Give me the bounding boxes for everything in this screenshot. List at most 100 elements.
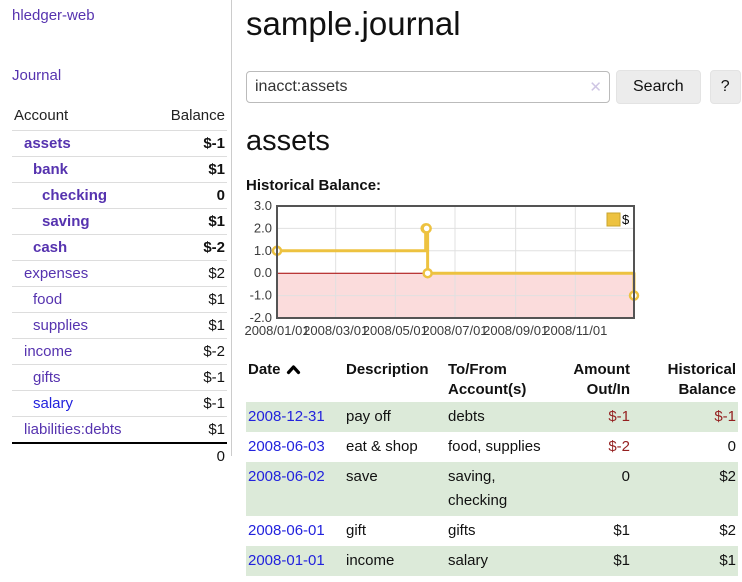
account-row: gifts $-1 bbox=[12, 364, 227, 391]
account-balance: $1 bbox=[208, 213, 225, 230]
transaction-description: pay off bbox=[346, 408, 391, 425]
account-row: assets $-1 bbox=[12, 130, 227, 157]
account-balance: $1 bbox=[208, 291, 225, 308]
search-form: ✕ Search ? bbox=[246, 70, 742, 104]
svg-text:2008/01/01: 2008/01/01 bbox=[244, 323, 309, 338]
svg-text:-1.0: -1.0 bbox=[250, 288, 272, 303]
sidebar-item-journal[interactable]: Journal bbox=[12, 67, 62, 84]
register-table-body: 2008-12-31 pay off debts $-1 $-1 2008-06-03 ea… bbox=[246, 402, 738, 576]
sort-ascending-icon bbox=[286, 365, 300, 375]
transaction-row: 2008-06-01 gift gifts $1 $2 bbox=[246, 516, 738, 546]
account-link[interactable]: liabilities:debts bbox=[24, 421, 122, 438]
account-link[interactable]: food bbox=[33, 291, 63, 308]
account-row: expenses $2 bbox=[12, 260, 227, 287]
transaction-amount: $1 bbox=[613, 522, 630, 539]
account-link[interactable]: income bbox=[24, 343, 73, 360]
account-link[interactable]: bank bbox=[33, 161, 69, 178]
transaction-row: 2008-01-01 income salary $1 $1 bbox=[246, 546, 738, 576]
transaction-description: eat & shop bbox=[346, 438, 418, 455]
accounts-total-row: 0 bbox=[12, 443, 227, 469]
transaction-accounts: debts bbox=[448, 408, 485, 425]
transaction-accounts: gifts bbox=[448, 522, 476, 539]
account-balance: $-1 bbox=[203, 369, 225, 386]
accounts-table: Account Balance assets $-1 bank $1 checking 0… bbox=[12, 105, 227, 469]
account-link[interactable]: assets bbox=[24, 135, 71, 152]
account-row: checking 0 bbox=[12, 182, 227, 209]
account-row: liabilities:debts $1 bbox=[12, 416, 227, 444]
svg-text:-2.0: -2.0 bbox=[250, 310, 272, 325]
transaction-accounts: salary bbox=[448, 552, 489, 569]
transaction-amount: $-1 bbox=[608, 408, 630, 425]
account-balance: $2 bbox=[208, 265, 225, 282]
account-balance: $1 bbox=[208, 421, 225, 438]
main-content: sample.journal ✕ Search ? assets Histori… bbox=[244, 0, 742, 576]
transaction-date-link[interactable]: 2008-06-02 bbox=[248, 468, 325, 485]
transaction-description: save bbox=[346, 468, 378, 485]
transaction-description: income bbox=[346, 552, 395, 569]
app-title-link[interactable]: hledger-web bbox=[12, 7, 95, 24]
account-link[interactable]: expenses bbox=[24, 265, 89, 282]
transaction-accounts: food, supplies bbox=[448, 438, 541, 455]
sidebar: hledger-web Journal Account Balance asse… bbox=[0, 0, 232, 465]
transaction-date-link[interactable]: 2008-12-31 bbox=[248, 408, 325, 425]
account-heading: assets bbox=[246, 125, 330, 157]
transaction-balance: $1 bbox=[719, 552, 736, 569]
historical-balance-chart: $3.0 2.0 1.0 0.0 -1.0 -2.02008/01/012008/03/0… bbox=[244, 198, 640, 338]
svg-text:$: $ bbox=[622, 212, 630, 227]
transaction-row: 2008-06-02 save saving, checking 0 $2 bbox=[246, 462, 738, 516]
col-header-amount[interactable]: Amount Out/In bbox=[573, 361, 630, 398]
transaction-amount: $1 bbox=[613, 552, 630, 569]
accounts-header-row: Account Balance bbox=[12, 105, 227, 131]
col-header-date[interactable]: Date bbox=[246, 358, 344, 402]
svg-text:2008/07/01: 2008/07/01 bbox=[422, 323, 487, 338]
col-header-description[interactable]: Description bbox=[346, 361, 429, 378]
account-link[interactable]: saving bbox=[42, 213, 90, 230]
transaction-row: 2008-06-03 eat & shop food, supplies $-2 0 bbox=[246, 432, 738, 462]
transaction-description: gift bbox=[346, 522, 367, 539]
svg-text:3.0: 3.0 bbox=[254, 198, 272, 213]
account-balance: $1 bbox=[208, 161, 225, 178]
transaction-date-link[interactable]: 2008-06-01 bbox=[248, 522, 325, 539]
search-input[interactable] bbox=[246, 71, 610, 103]
search-input-wrap: ✕ bbox=[246, 71, 610, 103]
svg-text:2.0: 2.0 bbox=[254, 220, 272, 235]
transaction-accounts: saving, checking bbox=[448, 468, 508, 509]
account-link[interactable]: gifts bbox=[33, 369, 61, 386]
svg-text:2008/09/01: 2008/09/01 bbox=[483, 323, 548, 338]
account-row: income $-2 bbox=[12, 338, 227, 365]
transaction-balance: $2 bbox=[719, 522, 736, 539]
accounts-table-body: assets $-1 bank $1 checking 0 saving $1 cash $-2 e… bbox=[12, 130, 227, 444]
transaction-date-link[interactable]: 2008-06-03 bbox=[248, 438, 325, 455]
accounts-header-account: Account bbox=[14, 107, 69, 124]
chart-legend: $ bbox=[606, 212, 630, 227]
account-balance: $1 bbox=[208, 317, 225, 334]
account-row: food $1 bbox=[12, 286, 227, 313]
account-balance: $-1 bbox=[203, 395, 225, 412]
transaction-date-link[interactable]: 2008-01-01 bbox=[248, 552, 325, 569]
account-balance: 0 bbox=[216, 187, 225, 204]
search-button[interactable]: Search bbox=[616, 70, 701, 104]
account-link[interactable]: cash bbox=[33, 239, 68, 256]
accounts-total-balance: 0 bbox=[216, 448, 225, 465]
account-balance: $-1 bbox=[203, 135, 225, 152]
help-button[interactable]: ? bbox=[709, 70, 741, 104]
col-header-date-label: Date bbox=[248, 361, 281, 378]
svg-text:2008/03/01: 2008/03/01 bbox=[303, 323, 368, 338]
col-header-balance[interactable]: Historical Balance bbox=[667, 361, 736, 398]
col-header-accounts[interactable]: To/From Account(s) bbox=[448, 361, 527, 398]
transaction-amount: $-2 bbox=[608, 438, 630, 455]
account-row: saving $1 bbox=[12, 208, 227, 235]
account-link[interactable]: salary bbox=[33, 395, 74, 412]
register-header-row: Date Description To/From Account(s) Amou… bbox=[246, 358, 738, 402]
transaction-balance: 0 bbox=[727, 438, 736, 455]
account-link[interactable]: supplies bbox=[33, 317, 89, 334]
register-table: Date Description To/From Account(s) Amou… bbox=[246, 358, 738, 576]
account-balance: $-2 bbox=[203, 343, 225, 360]
clear-search-icon[interactable]: ✕ bbox=[589, 79, 602, 96]
account-balance: $-2 bbox=[203, 239, 225, 256]
account-link[interactable]: checking bbox=[42, 187, 108, 204]
svg-text:0.0: 0.0 bbox=[254, 265, 272, 280]
account-row: bank $1 bbox=[12, 156, 227, 183]
svg-text:2008/05/01: 2008/05/01 bbox=[363, 323, 428, 338]
chart-title: Historical Balance: bbox=[246, 177, 382, 194]
